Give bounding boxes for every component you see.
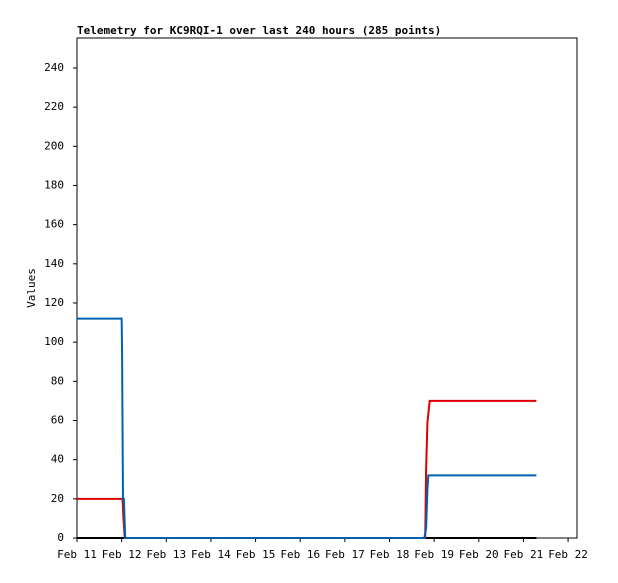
x-tick-label: Feb 15: [236, 548, 276, 561]
y-tick-label: 80: [51, 374, 64, 387]
x-tick-label: Feb 11: [57, 548, 97, 561]
y-tick-label: 40: [51, 453, 64, 466]
x-tick-label: Feb 21: [504, 548, 544, 561]
x-tick-label: Feb 14: [191, 548, 231, 561]
x-tick-label: Feb 22: [548, 548, 588, 561]
y-tick-label: 140: [44, 257, 64, 270]
y-tick-label: 0: [57, 531, 64, 544]
y-tick-label: 120: [44, 296, 64, 309]
data-line: [77, 399, 537, 539]
x-tick-label: Feb 20: [459, 548, 499, 561]
data-line: [77, 317, 537, 539]
y-tick-label: 180: [44, 178, 64, 191]
x-tick-label: Feb 17: [325, 548, 365, 561]
y-tick-label: 220: [44, 100, 64, 113]
x-tick-label: Feb 16: [280, 548, 320, 561]
plot-frame: [76, 37, 578, 539]
x-tick-label: Feb 13: [146, 548, 186, 561]
y-tick-label: 200: [44, 139, 64, 152]
y-tick-label: 20: [51, 492, 64, 505]
x-tick-label: Feb 19: [414, 548, 454, 561]
y-tick-label: 240: [44, 61, 64, 74]
chart-title: Telemetry for KC9RQI-1 over last 240 hou…: [77, 24, 441, 37]
x-tick-label: Feb 12: [102, 548, 142, 561]
y-tick-label: 60: [51, 413, 64, 426]
y-tick-label: 160: [44, 218, 64, 231]
y-axis-label: Values: [25, 268, 38, 308]
x-tick-label: Feb 18: [370, 548, 410, 561]
y-tick-label: 100: [44, 335, 64, 348]
